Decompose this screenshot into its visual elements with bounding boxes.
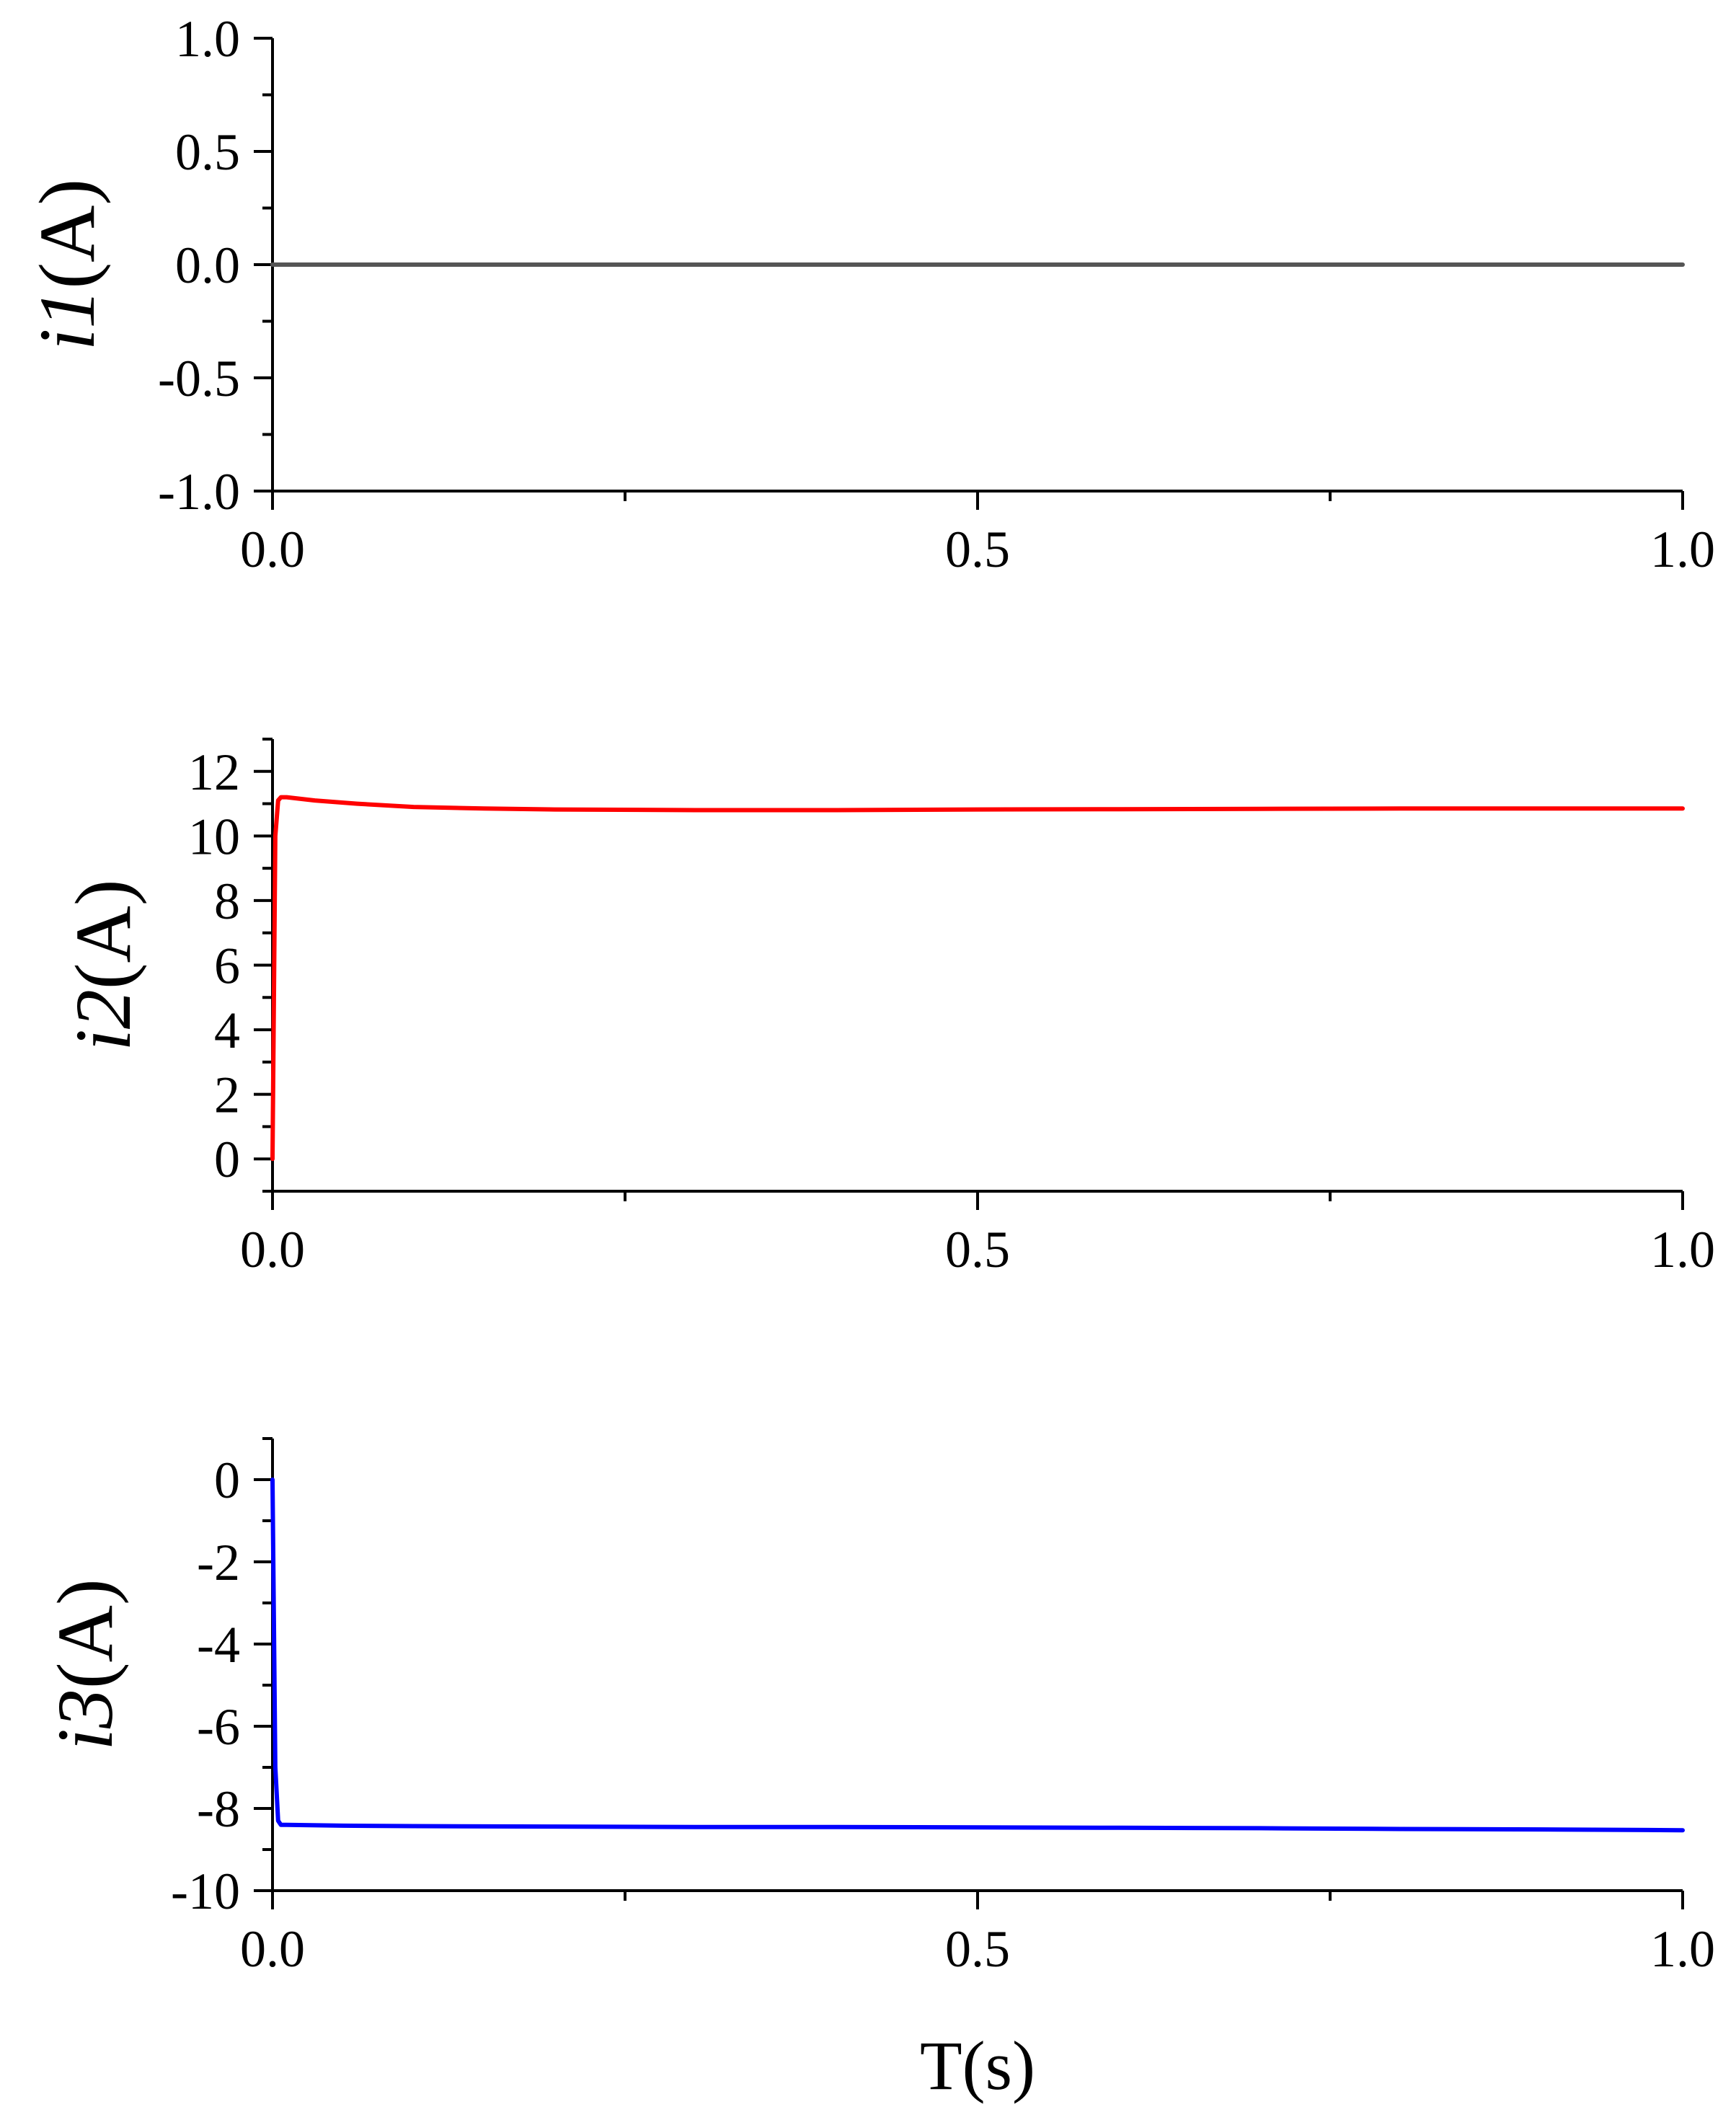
y-tick-label: 8	[214, 872, 240, 930]
y-axis-title-variable: i2	[59, 989, 147, 1051]
series-line-3	[270, 1477, 1685, 1833]
panel-3: -10 -8 -6 -4 -2 0 0.0 0.5 1.0 i3(A) T(s)	[41, 1437, 1715, 2104]
y-tick-label: -8	[197, 1780, 240, 1838]
x-tick-label: 0.0	[240, 1221, 305, 1278]
y-axis-title: i3(A)	[41, 1578, 129, 1750]
x-axis-title: T(s)	[920, 2027, 1035, 2104]
y-tick-label: 0.5	[175, 123, 240, 181]
x-tick-label: 0.0	[240, 521, 305, 578]
x-tick-label: 0.0	[240, 1920, 305, 1978]
y-axis-title-unit: (A)	[23, 179, 111, 289]
y-tick-label: 0	[214, 1452, 240, 1509]
y-tick-label: -1.0	[158, 463, 240, 521]
y-axis-title: i2(A)	[59, 879, 147, 1051]
x-tick-label: 0.5	[945, 1221, 1010, 1278]
x-tick-label: 1.0	[1650, 1221, 1715, 1278]
y-tick-label: 1.0	[175, 10, 240, 68]
y-axis-title-variable: i1	[23, 289, 111, 351]
y-tick-label: -10	[171, 1863, 240, 1920]
panel-2: 0 2 4 6 8 10 12 0.0 0.5 1.0 i2(A)	[59, 738, 1715, 1278]
y-axis-title-unit: (A)	[41, 1578, 129, 1689]
y-axis-title: i1(A)	[23, 179, 111, 350]
x-tick-label: 1.0	[1650, 521, 1715, 578]
x-tick-label: 0.5	[945, 521, 1010, 578]
y-axis-title-unit: (A)	[59, 879, 147, 989]
y-tick-label: 10	[188, 808, 240, 865]
y-tick-label: 2	[214, 1066, 240, 1124]
y-axis-title-variable: i3	[41, 1689, 129, 1751]
y-tick-label: -0.5	[158, 350, 240, 407]
y-tick-label: -2	[197, 1534, 240, 1591]
y-tick-label: 6	[214, 937, 240, 995]
x-tick-label: 0.5	[945, 1920, 1010, 1978]
panel-1: -1.0 -0.5 0.0 0.5 1.0 0.0 0.5 1.0 i1(A)	[23, 10, 1715, 578]
y-tick-label: 4	[214, 1002, 240, 1059]
y-tick-label: 0	[214, 1131, 240, 1188]
x-tick-label: 1.0	[1650, 1920, 1715, 1978]
y-tick-label: -4	[197, 1616, 240, 1674]
y-tick-label: 0.0	[175, 237, 240, 294]
series-line-2	[270, 795, 1685, 1162]
y-tick-label: -6	[197, 1698, 240, 1756]
y-tick-label: 12	[188, 743, 240, 801]
